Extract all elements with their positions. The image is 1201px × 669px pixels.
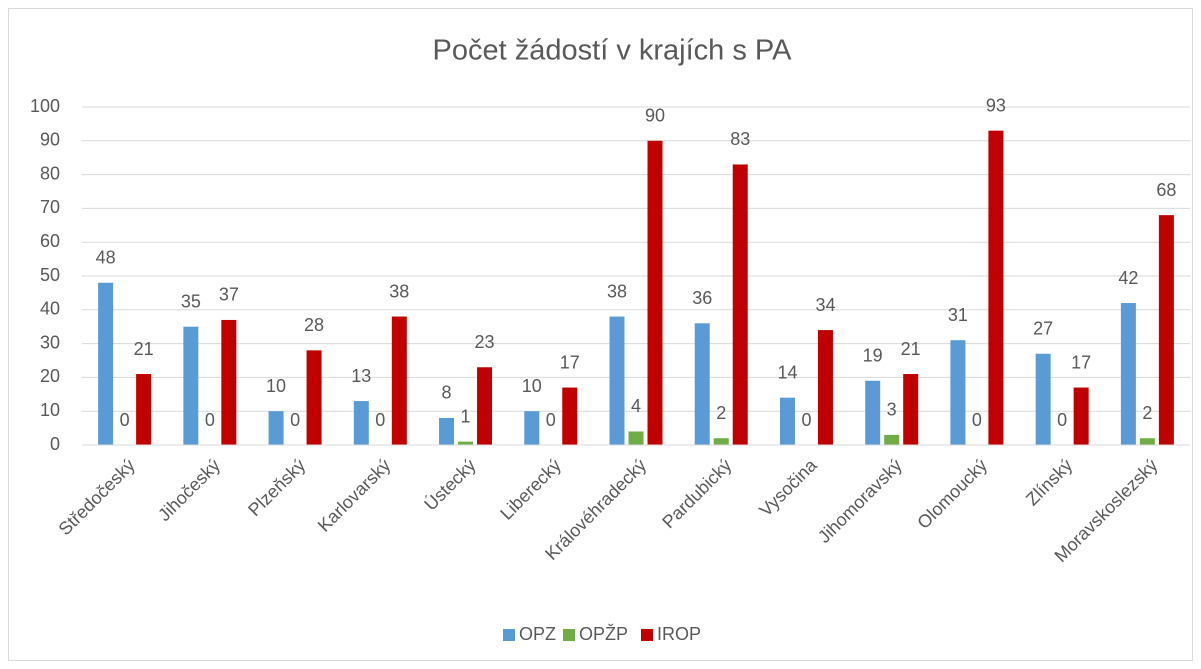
bar [268, 411, 284, 445]
bar [458, 441, 474, 445]
data-label: 13 [351, 366, 371, 386]
bar [779, 397, 795, 445]
data-label: 0 [290, 410, 300, 430]
y-tick-label: 60 [40, 231, 60, 251]
data-label: 3 [887, 400, 897, 420]
bar [903, 374, 919, 445]
bar [98, 282, 114, 445]
bar [817, 330, 833, 445]
bar [950, 340, 966, 445]
data-label: 28 [304, 315, 324, 335]
y-tick-label: 70 [40, 197, 60, 217]
data-label: 19 [863, 346, 883, 366]
y-tick-label: 0 [50, 434, 60, 454]
data-label: 0 [205, 410, 215, 430]
bar [865, 380, 881, 445]
data-label: 2 [1142, 403, 1152, 423]
data-label: 37 [219, 285, 239, 305]
legend-label: OPZ [519, 624, 556, 644]
bar [988, 130, 1004, 445]
bar [221, 319, 237, 445]
data-label: 0 [375, 410, 385, 430]
data-label: 38 [607, 281, 627, 301]
y-tick-label: 10 [40, 400, 60, 420]
data-label: 36 [692, 288, 712, 308]
bar [713, 438, 729, 445]
data-label: 21 [134, 339, 154, 359]
legend-swatch [563, 629, 575, 641]
bar [732, 164, 748, 445]
data-label: 83 [730, 129, 750, 149]
bar [628, 431, 644, 445]
bar [694, 323, 710, 445]
bar [353, 401, 369, 445]
data-label: 14 [777, 362, 797, 382]
legend-swatch [503, 629, 515, 641]
bar [477, 367, 493, 445]
bar [562, 387, 578, 445]
data-label: 38 [389, 281, 409, 301]
bar [136, 374, 152, 445]
data-label: 90 [645, 106, 665, 126]
bar [1073, 387, 1089, 445]
data-label: 0 [801, 410, 811, 430]
y-tick-label: 80 [40, 163, 60, 183]
data-label: 68 [1156, 180, 1176, 200]
bar [439, 417, 455, 445]
bar [1139, 438, 1155, 445]
bar [884, 434, 900, 445]
data-label: 35 [181, 291, 201, 311]
y-tick-label: 20 [40, 366, 60, 386]
legend-label: OPŽP [579, 624, 628, 644]
data-label: 10 [522, 376, 542, 396]
data-label: 2 [716, 403, 726, 423]
data-label: 10 [266, 376, 286, 396]
data-label: 0 [120, 410, 130, 430]
data-label: 0 [972, 410, 982, 430]
y-tick-label: 30 [40, 332, 60, 352]
data-label: 93 [986, 95, 1006, 115]
y-tick-label: 50 [40, 265, 60, 285]
bar [1035, 353, 1051, 445]
data-label: 27 [1033, 318, 1053, 338]
data-label: 1 [461, 406, 471, 426]
bar [524, 411, 540, 445]
bar [1158, 215, 1174, 445]
data-label: 8 [442, 383, 452, 403]
data-label: 4 [631, 396, 641, 416]
bar [1120, 303, 1136, 445]
chart-title: Počet žádostí v krajích s PA [433, 35, 793, 67]
data-label: 48 [96, 248, 116, 268]
data-label: 0 [1057, 410, 1067, 430]
bar [306, 350, 322, 445]
y-tick-label: 40 [40, 299, 60, 319]
data-label: 17 [560, 352, 580, 372]
data-label: 42 [1118, 268, 1138, 288]
data-label: 0 [546, 410, 556, 430]
data-label: 31 [948, 305, 968, 325]
bar [609, 316, 625, 445]
bar [391, 316, 407, 445]
bar [647, 140, 663, 446]
bar [183, 326, 199, 445]
data-label: 17 [1071, 352, 1091, 372]
legend-label: IROP [657, 624, 701, 644]
data-label: 23 [475, 332, 495, 352]
y-tick-label: 100 [30, 96, 60, 116]
y-tick-label: 90 [40, 130, 60, 150]
data-label: 21 [901, 339, 921, 359]
data-label: 34 [815, 295, 835, 315]
legend-swatch [641, 629, 653, 641]
